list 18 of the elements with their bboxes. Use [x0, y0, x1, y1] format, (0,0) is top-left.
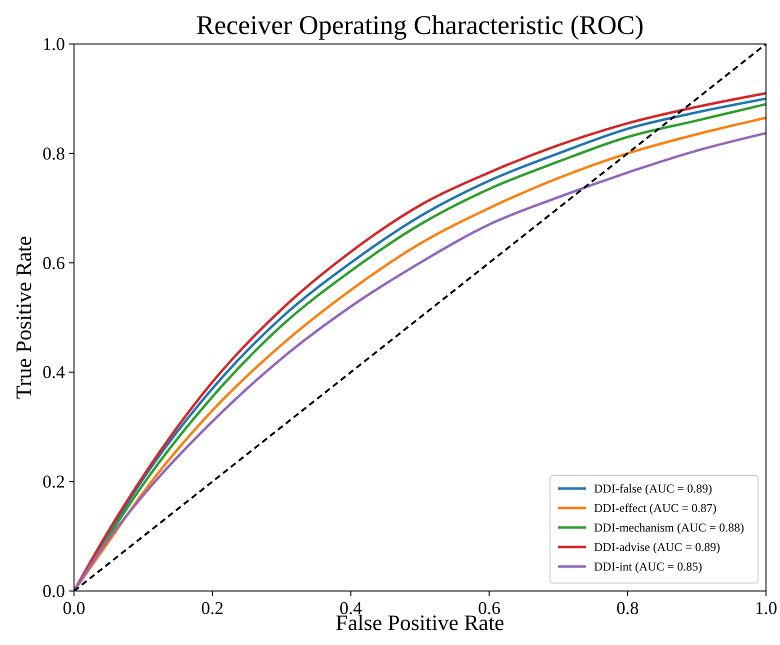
- legend-label: DDI-mechanism (AUC = 0.88): [594, 520, 744, 534]
- x-tick-label: 0.6: [478, 598, 500, 618]
- y-tick-label: 0.2: [42, 472, 65, 492]
- x-tick-label: 0.8: [616, 598, 639, 618]
- x-tick-label: 1.0: [754, 598, 778, 618]
- x-tick-label: 0.0: [62, 598, 86, 618]
- y-tick-label: 0.0: [42, 581, 65, 601]
- legend-label: DDI-int (AUC = 0.85): [594, 560, 702, 574]
- y-tick-label: 0.4: [42, 362, 65, 382]
- legend-label: DDI-false (AUC = 0.89): [594, 482, 712, 496]
- legend-label: DDI-effect (AUC = 0.87): [594, 501, 717, 515]
- legend-label: DDI-advise (AUC = 0.89): [594, 540, 720, 554]
- chart-title: Receiver Operating Characteristic (ROC): [196, 10, 644, 40]
- x-tick-label: 0.2: [201, 598, 224, 618]
- y-axis-title: True Positive Rate: [11, 236, 36, 399]
- y-tick-label: 1.0: [42, 34, 65, 54]
- y-tick-label: 0.8: [42, 143, 65, 164]
- y-tick-label: 0.6: [42, 252, 65, 273]
